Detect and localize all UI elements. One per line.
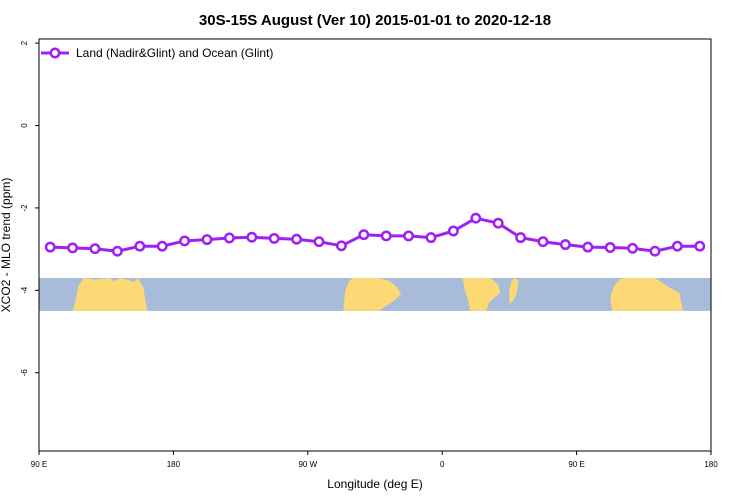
land-australia-east	[610, 278, 683, 311]
data-point	[447, 225, 459, 237]
data-point	[403, 230, 415, 242]
data-point	[358, 229, 370, 241]
data-point	[604, 242, 616, 253]
data-point	[156, 240, 168, 252]
legend-marker-swatch	[49, 47, 61, 59]
data-point	[89, 243, 101, 255]
data-point	[67, 242, 79, 254]
data-point	[313, 236, 325, 248]
x-tick-label: 180	[704, 460, 718, 469]
data-point	[492, 217, 504, 229]
x-tick-label: 180	[167, 460, 181, 469]
y-axis-label: XCO2 - MLO trend (ppm)	[0, 178, 13, 313]
y-tick-label: 2	[20, 40, 29, 45]
land-africa	[462, 278, 501, 311]
data-point	[268, 232, 280, 244]
data-point	[335, 240, 347, 252]
data-point	[537, 236, 549, 248]
chart-title: 30S-15S August (Ver 10) 2015-01-01 to 20…	[199, 12, 551, 29]
x-tick-label: 90 W	[298, 460, 317, 469]
data-point	[179, 235, 191, 247]
data-point	[671, 240, 683, 252]
data-point	[694, 240, 706, 252]
data-point	[627, 242, 639, 254]
y-tick-label: -2	[20, 204, 29, 212]
series-line	[50, 216, 700, 253]
land-australia	[72, 278, 148, 311]
plot-frame	[38, 38, 712, 452]
x-tick-label: 0	[440, 460, 445, 469]
data-point	[425, 232, 437, 244]
x-axis: 90 E 180 90 W 0 90 E 180	[31, 451, 718, 469]
data-point	[291, 233, 303, 245]
land-madagascar	[509, 278, 519, 305]
y-tick-label: 0	[20, 123, 29, 128]
x-axis-label: Longitude (deg E)	[327, 477, 422, 491]
land-masses	[72, 278, 683, 311]
x-tick-label: 90 E	[31, 460, 47, 469]
data-point	[559, 239, 571, 251]
y-tick-label: -4	[20, 286, 29, 294]
data-point	[470, 212, 482, 224]
y-axis: 2 0 -2 -4 -6	[20, 40, 39, 376]
data-point	[649, 245, 661, 257]
legend: Land (Nadir&Glint) and Ocean (Glint)	[41, 46, 273, 60]
data-point	[380, 230, 392, 242]
legend-label: Land (Nadir&Glint) and Ocean (Glint)	[76, 46, 273, 60]
y-tick-label: -6	[20, 369, 29, 377]
data-point	[44, 241, 56, 253]
data-point	[134, 240, 146, 252]
series-layer	[44, 212, 706, 257]
map-strip	[39, 277, 711, 311]
x-tick-label: 90 E	[568, 460, 584, 469]
land-south-america	[343, 278, 402, 311]
data-point	[582, 241, 594, 253]
data-point	[201, 234, 213, 246]
data-point	[111, 245, 123, 257]
data-point	[246, 231, 258, 243]
data-point	[515, 232, 527, 244]
data-point	[223, 232, 235, 244]
